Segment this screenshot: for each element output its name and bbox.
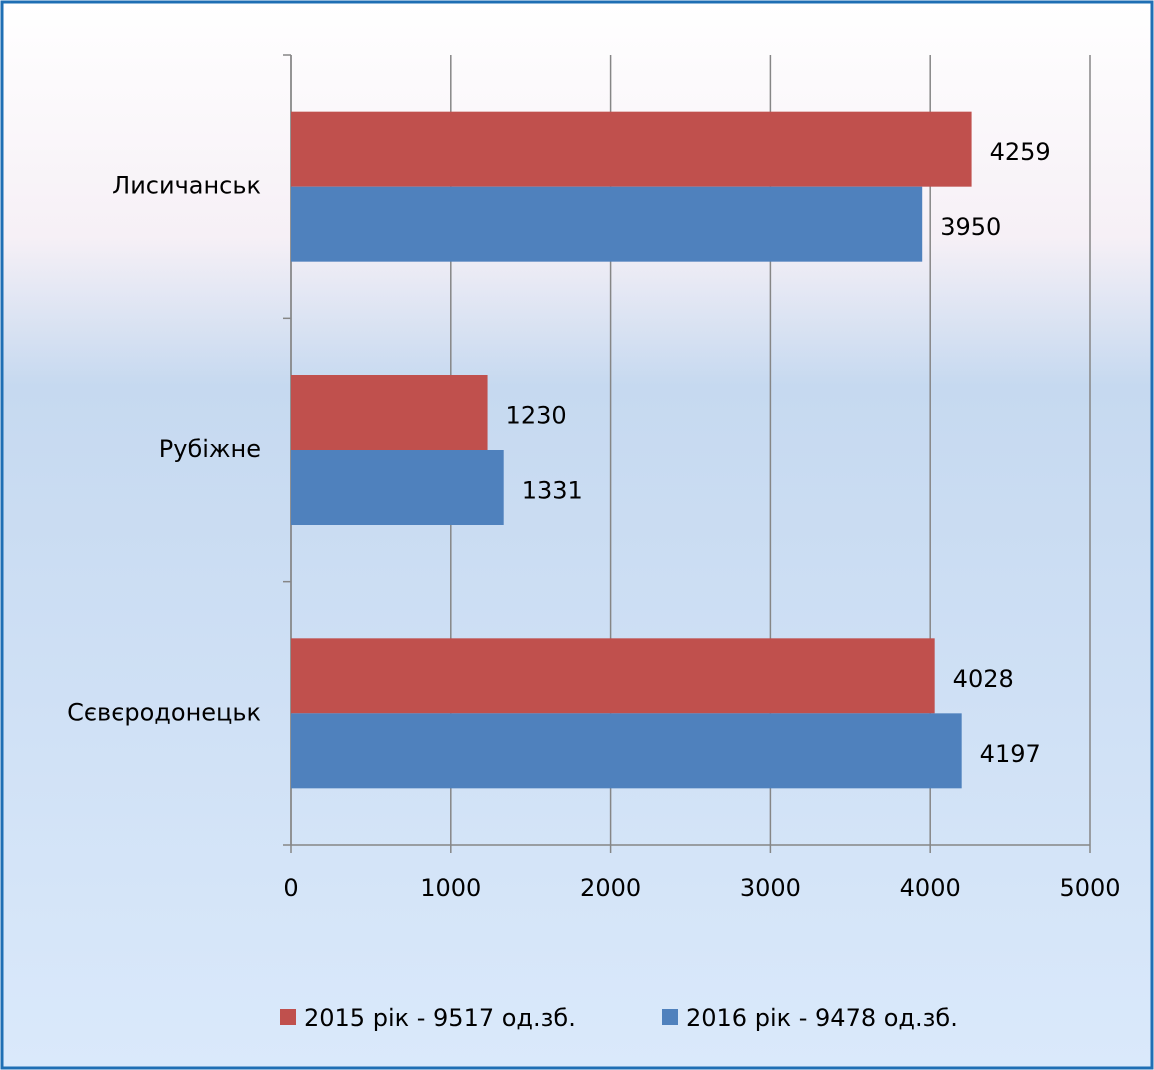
data-label: 3950 (940, 213, 1001, 241)
x-tick-label: 1000 (420, 874, 481, 902)
bar (291, 638, 935, 714)
x-tick-label: 0 (283, 874, 298, 902)
data-label: 4259 (990, 138, 1051, 166)
data-label: 1230 (506, 402, 567, 430)
bar (291, 375, 488, 450)
bar (291, 111, 972, 187)
data-label: 4197 (980, 740, 1041, 768)
x-tick-label: 5000 (1059, 874, 1120, 902)
x-tick-label: 2000 (580, 874, 641, 902)
legend-swatch (662, 1009, 678, 1025)
bar (291, 450, 504, 525)
x-tick-label: 4000 (900, 874, 961, 902)
legend-label: 2015 рік - 9517 од.зб. (304, 1004, 576, 1032)
bar (291, 713, 962, 789)
y-tick-label: Рубіжне (159, 435, 261, 463)
data-label: 4028 (953, 665, 1014, 693)
y-tick-label: Сєвєродонецьк (67, 698, 261, 726)
x-tick-label: 3000 (740, 874, 801, 902)
y-tick-label: Лисичанськ (112, 172, 261, 200)
bar (291, 186, 923, 262)
legend-label: 2016 рік - 9478 од.зб. (686, 1004, 958, 1032)
legend-swatch (280, 1009, 296, 1025)
data-label: 1331 (522, 477, 583, 505)
